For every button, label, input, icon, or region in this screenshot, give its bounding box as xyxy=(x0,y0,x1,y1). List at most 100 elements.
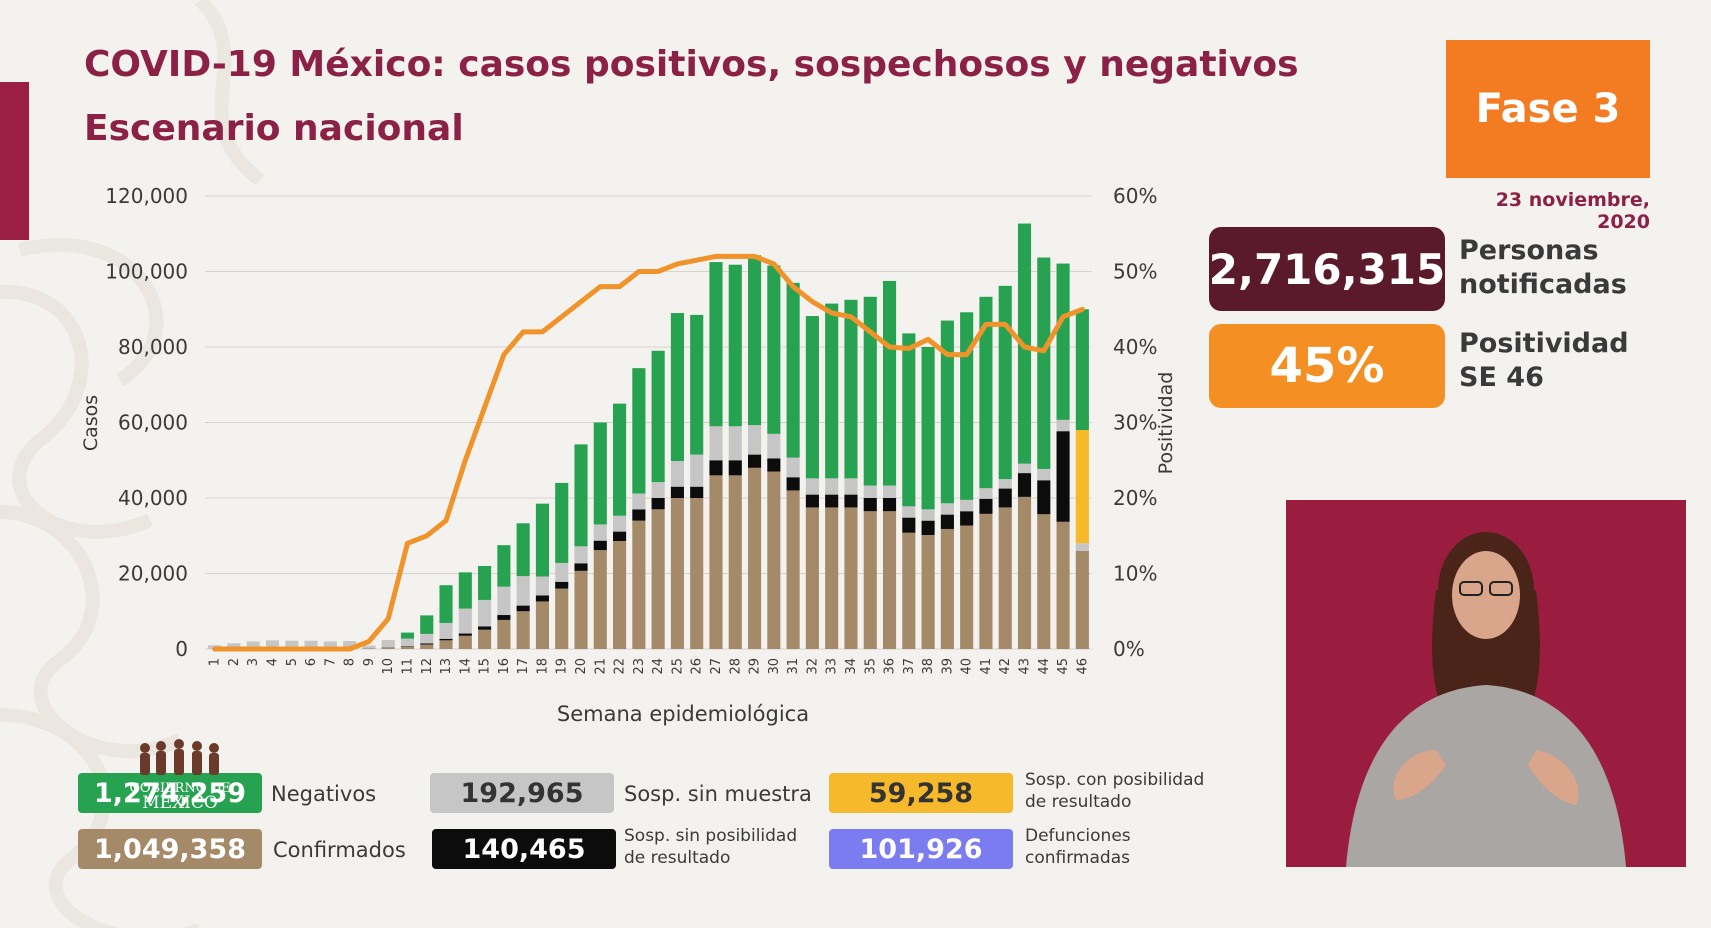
page-subtitle: Escenario nacional xyxy=(84,108,464,149)
x-tick-label: 32 xyxy=(805,658,820,675)
x-axis-label: Semana epidemiológica xyxy=(557,702,809,726)
phase-badge: Fase 3 xyxy=(1446,40,1650,178)
bar-segment xyxy=(516,523,530,577)
bar-segment xyxy=(940,528,954,649)
bar-segment xyxy=(439,585,453,623)
bar-segment xyxy=(458,635,472,649)
bar-segment xyxy=(400,646,415,647)
suspected-noresult-label: Sosp. sin posibilidad de resultado xyxy=(624,825,834,869)
y-tick-label: 0 xyxy=(175,637,188,661)
bar-segment xyxy=(439,640,453,649)
x-axis-tick-labels: 1 2 3 4 5 6 7 8 9 10 11 12 13 14 15 16 17 18 19 20 21 22 23 24 2… xyxy=(208,658,1091,675)
positivity-line xyxy=(212,253,1085,652)
logo-line2: MÉXICO xyxy=(142,793,218,813)
bar-segment xyxy=(747,454,762,468)
notified-persons-label: Personas notificadas xyxy=(1459,234,1627,302)
y2-tick-label: 10% xyxy=(1113,562,1157,586)
bar-segment xyxy=(574,563,588,571)
bar-segment xyxy=(863,296,877,486)
suspected-pending-value: 59,258 xyxy=(829,773,1013,813)
bar-segment xyxy=(709,426,723,461)
bar-segment xyxy=(921,347,935,510)
bar-segment xyxy=(613,541,627,649)
bar-segment xyxy=(1037,480,1051,515)
suspected-pending-label-line1: Sosp. con posibilidad xyxy=(1025,770,1205,790)
bar-segment xyxy=(921,520,935,535)
suspected-noresult-label-line1: Sosp. sin posibilidad xyxy=(624,826,798,846)
bar-segment xyxy=(767,458,781,472)
x-tick-label: 17 xyxy=(516,658,531,675)
bar-segment xyxy=(690,314,704,455)
bar-segment xyxy=(670,461,684,487)
x-tick-label: 20 xyxy=(574,658,589,675)
y2-axis-label: Positividad xyxy=(1155,372,1177,475)
bar-segment xyxy=(555,581,569,589)
bar-segment xyxy=(1056,263,1070,420)
bar-segment xyxy=(478,565,492,600)
chart-bars xyxy=(208,223,1089,649)
bar-segment xyxy=(690,486,704,498)
bar-segment xyxy=(516,605,530,612)
interpreter-icon xyxy=(1346,532,1626,867)
bar-segment xyxy=(632,509,646,521)
bar-segment xyxy=(786,477,800,491)
bar-segment xyxy=(960,312,974,500)
bar-segment xyxy=(1017,473,1032,497)
bar-segment xyxy=(632,493,646,510)
bar-segment xyxy=(1037,257,1051,469)
bar-segment xyxy=(805,507,819,649)
x-tick-label: 4 xyxy=(265,658,280,666)
deaths-value: 101,926 xyxy=(829,829,1013,869)
bar-segment xyxy=(535,601,550,649)
bar-segment xyxy=(458,608,472,634)
bar-segment xyxy=(844,299,858,479)
x-tick-label: 19 xyxy=(555,658,570,675)
x-tick-label: 25 xyxy=(670,658,685,675)
notified-label-line1: Personas xyxy=(1459,235,1599,266)
y2-tick-label: 30% xyxy=(1113,411,1157,435)
bar-segment xyxy=(651,350,665,483)
notified-persons-value: 2,716,315 xyxy=(1209,227,1445,311)
bar-segment xyxy=(1075,430,1089,544)
bar-segment xyxy=(979,498,993,514)
bar-segment xyxy=(555,588,569,649)
bar-segment xyxy=(478,629,492,649)
bar-segment xyxy=(998,479,1012,489)
bar-segment xyxy=(921,509,935,521)
suspected-noresult-label-line2: de resultado xyxy=(624,848,731,868)
bar-segment xyxy=(960,499,974,512)
x-tick-label: 26 xyxy=(690,658,705,675)
y2-tick-label: 60% xyxy=(1113,184,1157,208)
bar-segment xyxy=(381,640,395,648)
y2-tick-label: 50% xyxy=(1113,260,1157,284)
bar-segment xyxy=(825,494,839,508)
suspected-noresult-value: 140,465 xyxy=(432,829,616,869)
bar-segment xyxy=(497,619,511,649)
suspected-nosample-value: 192,965 xyxy=(430,773,614,813)
bar-segment xyxy=(400,638,415,647)
bar-segment xyxy=(902,333,916,507)
x-tick-label: 13 xyxy=(439,658,454,675)
bar-segment xyxy=(1037,514,1051,649)
bar-segment xyxy=(497,545,511,587)
bar-segment xyxy=(420,644,434,649)
x-tick-label: 33 xyxy=(825,658,840,675)
bar-segment xyxy=(825,303,839,479)
bar-segment xyxy=(825,478,839,495)
bar-segment xyxy=(998,285,1012,480)
bar-segment xyxy=(593,422,607,525)
x-tick-label: 11 xyxy=(400,658,415,675)
chart-gridlines xyxy=(205,195,1092,650)
bar-segment xyxy=(786,457,800,478)
x-tick-label: 36 xyxy=(883,658,898,675)
bar-segment xyxy=(1037,468,1051,481)
logo-line1: GOBIERNO DE xyxy=(129,781,231,796)
suspected-pending-label-line2: de resultado xyxy=(1025,792,1132,812)
bar-segment xyxy=(593,540,607,551)
bar-segment xyxy=(805,316,819,479)
y2-tick-label: 40% xyxy=(1113,335,1157,359)
bar-segment xyxy=(555,482,569,563)
x-tick-label: 21 xyxy=(593,658,608,675)
y-tick-label: 60,000 xyxy=(118,411,188,435)
x-tick-label: 46 xyxy=(1075,658,1090,675)
